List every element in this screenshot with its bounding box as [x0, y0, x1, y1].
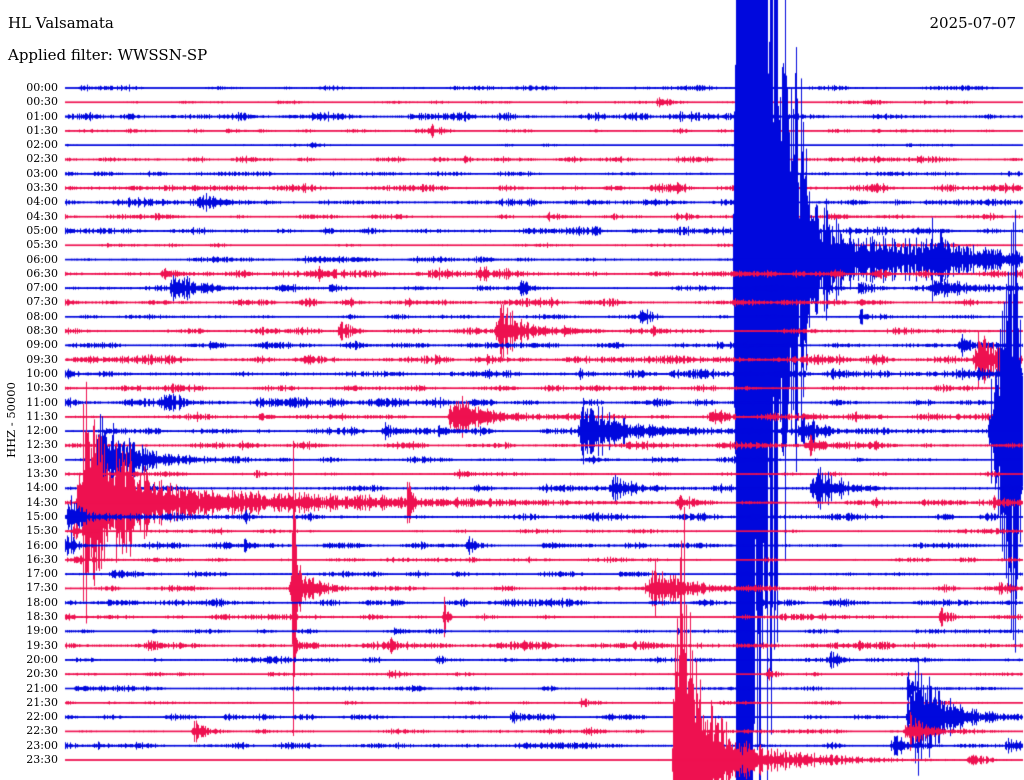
time-label: 01:30: [26, 123, 58, 137]
time-label: 06:00: [26, 252, 58, 266]
time-label: 12:30: [26, 438, 58, 452]
time-label: 23:30: [26, 753, 58, 766]
time-label: 17:30: [26, 581, 58, 595]
time-label: 23:00: [26, 738, 58, 752]
time-label: 00:00: [26, 81, 58, 94]
time-label: 18:30: [26, 610, 58, 624]
time-label: 04:30: [26, 209, 58, 223]
time-label: 11:30: [26, 409, 58, 423]
time-label: 08:30: [26, 324, 58, 338]
time-label: 02:00: [26, 138, 58, 152]
time-label: 20:30: [26, 667, 58, 681]
time-label: 16:30: [26, 552, 58, 566]
time-label: 02:30: [26, 152, 58, 166]
time-label: 21:30: [26, 695, 58, 709]
time-label: 03:00: [26, 166, 58, 180]
filter-label: Applied filter: WWSSN-SP: [8, 46, 208, 64]
time-label: 08:00: [26, 309, 58, 323]
time-label: 10:30: [26, 381, 58, 395]
time-label: 13:30: [26, 467, 58, 481]
time-label: 18:00: [26, 595, 58, 609]
time-axis: 00:00 00:30 01:00 01:30 02:00 02:30 03:00 03:30…: [0, 0, 62, 780]
time-label: 06:30: [26, 266, 58, 280]
time-label: 14:30: [26, 495, 58, 509]
time-label: 15:00: [26, 509, 58, 523]
time-label: 19:30: [26, 638, 58, 652]
time-label: 01:00: [26, 109, 58, 123]
time-label: 09:00: [26, 338, 58, 352]
station-title: HL Valsamata: [8, 14, 114, 32]
date-label: 2025-07-07: [929, 14, 1016, 32]
time-label: 19:00: [26, 624, 58, 638]
time-label: 07:00: [26, 281, 58, 295]
time-label: 13:00: [26, 452, 58, 466]
time-label: 05:00: [26, 223, 58, 237]
time-label: 11:00: [26, 395, 58, 409]
time-label: 05:30: [26, 238, 58, 252]
time-label: 00:30: [26, 95, 58, 109]
time-label: 20:00: [26, 652, 58, 666]
time-label: 09:30: [26, 352, 58, 366]
time-label: 16:00: [26, 538, 58, 552]
time-label: 10:00: [26, 366, 58, 380]
time-label: 14:00: [26, 481, 58, 495]
time-label: 15:30: [26, 524, 58, 538]
time-label: 07:30: [26, 295, 58, 309]
time-label: 21:00: [26, 681, 58, 695]
time-label: 22:30: [26, 724, 58, 738]
time-label: 04:00: [26, 195, 58, 209]
time-label: 03:30: [26, 181, 58, 195]
time-label: 17:00: [26, 567, 58, 581]
time-label: 12:00: [26, 424, 58, 438]
time-label: 22:00: [26, 710, 58, 724]
